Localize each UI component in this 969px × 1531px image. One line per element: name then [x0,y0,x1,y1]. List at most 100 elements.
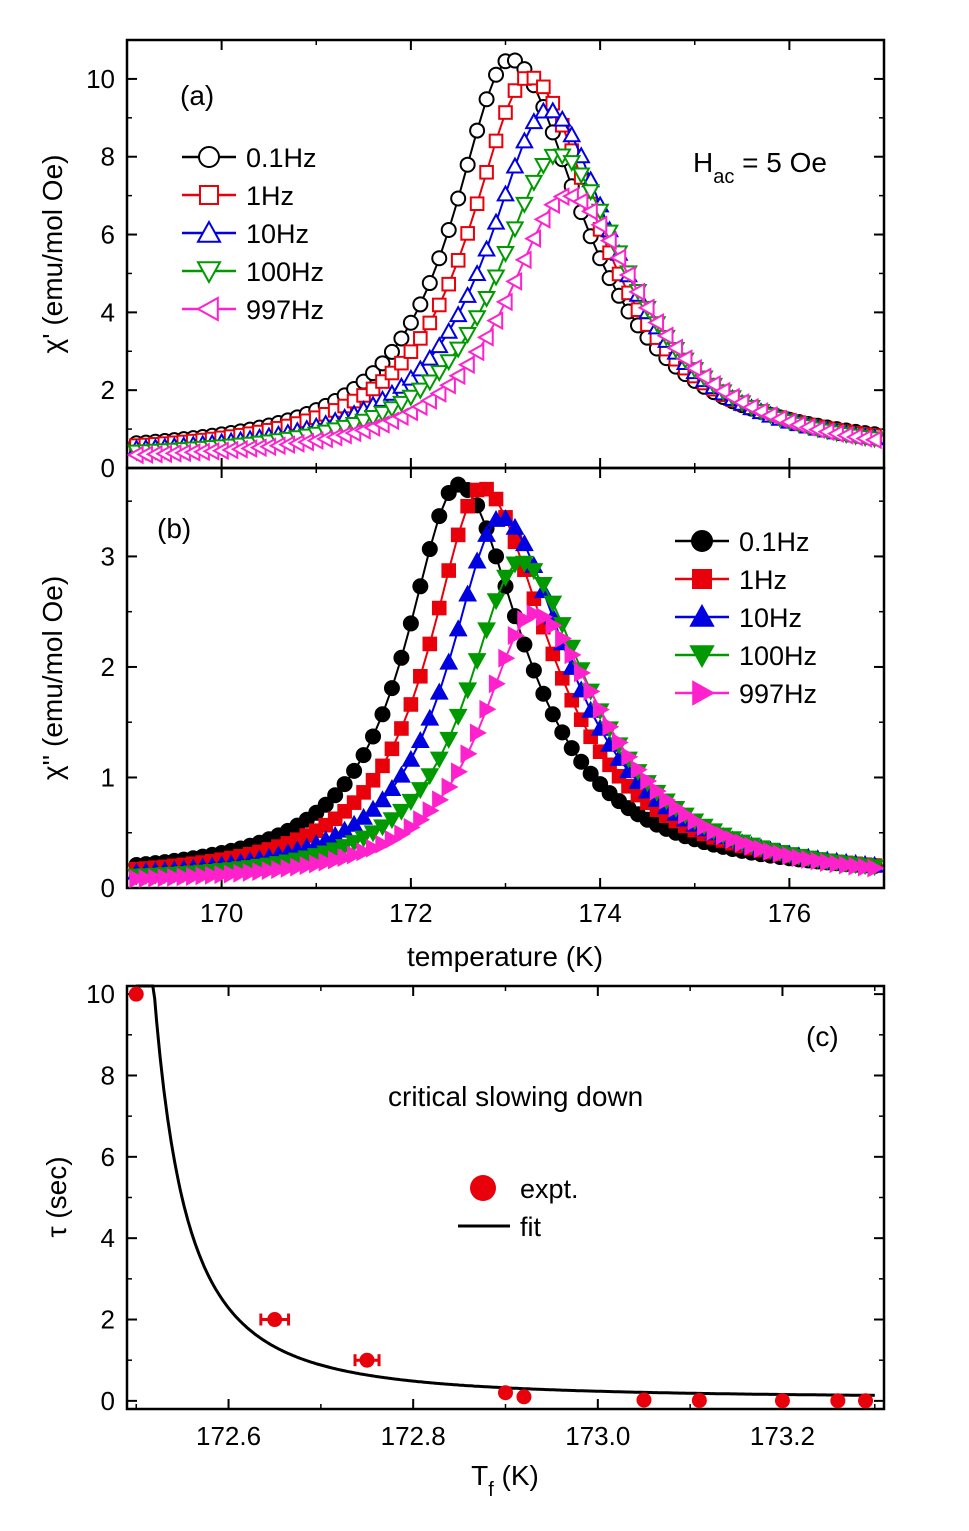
data-point [439,731,459,749]
data-point [394,721,409,736]
data-point [562,125,582,143]
y-tick-label: 4 [101,1223,115,1253]
data-point [725,830,743,849]
data-point [469,196,485,212]
data-point [382,401,402,419]
data-point [129,869,147,889]
data-point [469,723,487,743]
data-point [782,846,800,866]
data-point [299,856,317,875]
data-point [691,1392,707,1408]
data-point [543,195,560,215]
data-point [516,1389,532,1405]
legend-item: 0.1Hz [182,143,317,173]
data-point [336,776,353,793]
panel-b-ticks: 0 1 2 3 170 172 174 176 [101,468,885,928]
data-point [441,563,457,578]
data-point [214,865,232,885]
data-point [354,807,373,825]
legend-item: 10Hz [182,219,309,249]
expt-point [774,1393,790,1409]
data-point [687,811,705,831]
data-point [467,653,487,670]
expt-point [498,1385,513,1401]
data-point [505,156,525,174]
data-point [429,751,449,769]
data-point [318,852,336,872]
data-point [410,731,430,748]
x-axis-title-rest: (K) [494,1460,539,1491]
data-point [401,389,421,407]
data-point [432,790,450,810]
legend-label: 1Hz [246,181,294,211]
data-point [403,344,419,359]
data-point [441,276,457,292]
x-tick-label: 173.2 [750,1421,815,1451]
y-tick-label: 10 [86,979,115,1009]
data-point [280,858,298,878]
data-point [403,817,421,837]
data-point [383,680,400,697]
data-point [477,622,496,640]
data-point [460,744,478,764]
x-tick-label: 174 [578,898,621,928]
data-point [328,850,345,870]
data-point [715,826,733,846]
data-point [536,79,551,95]
field-annotation-sub: ac [713,166,734,188]
data-point [420,708,440,726]
y-tick-label: 6 [101,1142,115,1172]
expt-point [259,1312,291,1328]
data-point [429,682,449,700]
data-point [609,248,627,268]
data-point [801,850,819,869]
data-point [186,867,203,886]
legend-marker [689,603,715,627]
data-point [563,740,580,757]
data-point [592,776,609,793]
data-point [590,215,608,235]
data-point [858,1393,874,1409]
data-point [649,781,667,801]
data-point [753,839,771,859]
data-point [602,717,620,737]
critical-slowing-annotation: critical slowing down [388,1081,643,1112]
data-point [734,833,752,853]
panel-b-legend: 0.1Hz 1Hz 10Hz 100Hz 997Hz [675,527,817,709]
data-point [545,646,561,662]
x-axis-title-main: T [471,1460,488,1491]
data-point [867,858,885,878]
data-point [374,706,391,723]
data-point [429,336,449,354]
legend-label: 0.1Hz [246,143,317,173]
data-point [394,824,412,844]
y-tick-label: 0 [101,1386,115,1416]
data-point [505,221,525,239]
data-point [763,842,781,861]
x-tick-label: 173.0 [565,1421,630,1451]
x-axis-title-sub: f [488,1479,494,1501]
data-point [476,327,494,347]
x-tick-label: 172 [389,898,432,928]
data-point [365,772,381,788]
data-point [496,246,515,263]
data-point [486,212,506,230]
data-point [647,313,665,332]
legend-marker [692,680,716,706]
data-point [525,662,542,679]
panel-c-ticks: 0 2 4 6 8 10 172.6 172.8 173.0 173.2 [86,979,884,1451]
panel-c-frame [125,984,886,1411]
data-point [450,527,466,543]
data-point [431,297,447,313]
legend-item: expt. [470,1174,579,1204]
data-point [128,986,144,1002]
data-point [450,190,467,207]
data-point [373,790,392,808]
legend-label: 997Hz [246,295,324,325]
data-point [413,331,428,346]
data-point [440,222,457,239]
y-tick-label: 0 [101,873,115,903]
legend-item: 1Hz [182,181,294,211]
data-point [830,1393,846,1409]
